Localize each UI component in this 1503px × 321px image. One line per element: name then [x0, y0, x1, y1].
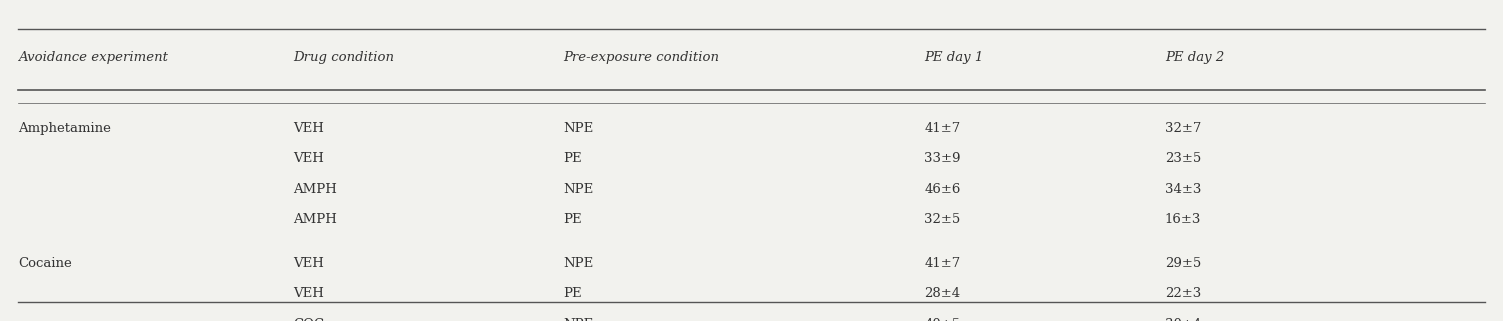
Text: Pre-exposure condition: Pre-exposure condition: [564, 51, 720, 64]
Text: 33±9: 33±9: [924, 152, 960, 165]
Text: 41±7: 41±7: [924, 122, 960, 135]
Text: 29±5: 29±5: [1165, 257, 1201, 270]
Text: PE: PE: [564, 152, 582, 165]
Text: NPE: NPE: [564, 183, 594, 196]
Text: 28±4: 28±4: [924, 287, 960, 300]
Text: 40±5: 40±5: [924, 318, 960, 321]
Text: PE day 1: PE day 1: [924, 51, 983, 64]
Text: Drug condition: Drug condition: [293, 51, 394, 64]
Text: PE day 2: PE day 2: [1165, 51, 1223, 64]
Text: 30±4: 30±4: [1165, 318, 1201, 321]
Text: Avoidance experiment: Avoidance experiment: [18, 51, 168, 64]
Text: 16±3: 16±3: [1165, 213, 1201, 226]
Text: VEH: VEH: [293, 287, 325, 300]
Text: Amphetamine: Amphetamine: [18, 122, 111, 135]
Text: Cocaine: Cocaine: [18, 257, 72, 270]
Text: 41±7: 41±7: [924, 257, 960, 270]
Text: 32±7: 32±7: [1165, 122, 1201, 135]
Text: 32±5: 32±5: [924, 213, 960, 226]
Text: NPE: NPE: [564, 318, 594, 321]
Text: 23±5: 23±5: [1165, 152, 1201, 165]
Text: VEH: VEH: [293, 257, 325, 270]
Text: PE: PE: [564, 213, 582, 226]
Text: AMPH: AMPH: [293, 213, 337, 226]
Text: NPE: NPE: [564, 257, 594, 270]
Text: 34±3: 34±3: [1165, 183, 1201, 196]
Text: AMPH: AMPH: [293, 183, 337, 196]
Text: NPE: NPE: [564, 122, 594, 135]
Text: VEH: VEH: [293, 122, 325, 135]
Text: VEH: VEH: [293, 152, 325, 165]
Text: PE: PE: [564, 287, 582, 300]
Text: COC: COC: [293, 318, 325, 321]
Text: 22±3: 22±3: [1165, 287, 1201, 300]
Text: 46±6: 46±6: [924, 183, 960, 196]
